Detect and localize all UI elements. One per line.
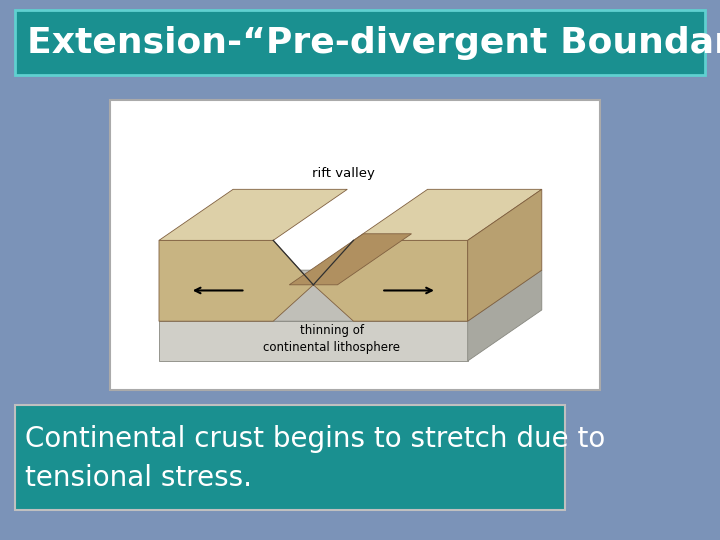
Polygon shape [354, 190, 541, 240]
Text: tensional stress.: tensional stress. [25, 464, 252, 492]
Polygon shape [159, 321, 468, 361]
Polygon shape [289, 234, 412, 285]
Text: rift valley: rift valley [312, 166, 374, 180]
Text: Continental crust begins to stretch due to: Continental crust begins to stretch due … [25, 424, 606, 453]
Bar [15, 10, 705, 75]
Text: Extension-“Pre-divergent Boundary”: Extension-“Pre-divergent Boundary” [27, 25, 720, 59]
Polygon shape [159, 270, 541, 321]
Polygon shape [468, 190, 541, 321]
Polygon shape [159, 240, 313, 321]
Polygon shape [313, 240, 468, 321]
Bar [15, 405, 565, 510]
Polygon shape [468, 270, 541, 361]
Text: thinning of
continental lithosphere: thinning of continental lithosphere [264, 324, 400, 354]
Bar [110, 100, 600, 390]
Polygon shape [159, 190, 347, 240]
